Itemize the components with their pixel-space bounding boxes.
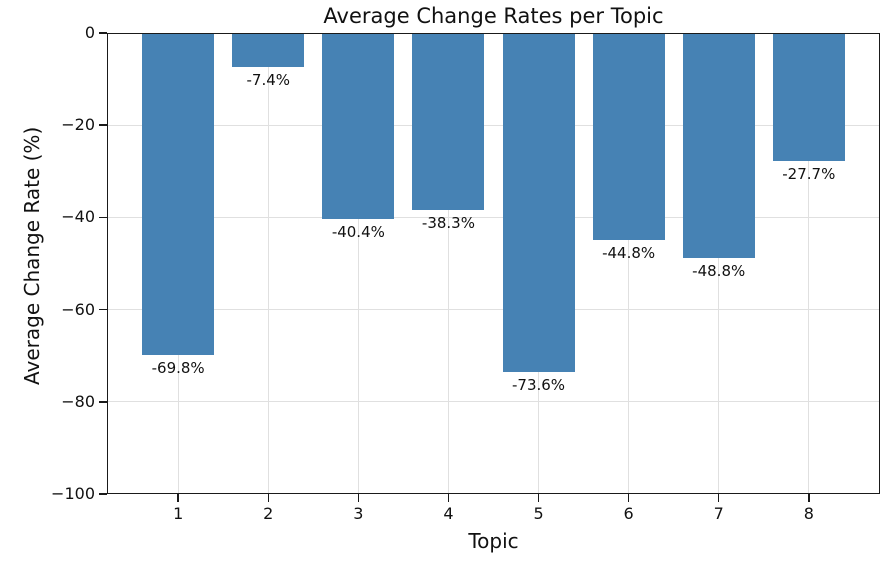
y-tick-label: 0 xyxy=(84,23,95,42)
bar xyxy=(142,33,215,355)
x-tick-label: 4 xyxy=(443,504,454,523)
y-tick-mark xyxy=(99,124,107,126)
grid-line-v xyxy=(628,33,630,494)
x-tick-mark xyxy=(357,494,360,502)
bar xyxy=(682,33,755,258)
x-tick-label: 8 xyxy=(803,504,814,523)
plot-border xyxy=(107,33,880,494)
chart-title: Average Change Rates per Topic xyxy=(323,4,664,28)
x-tick-mark xyxy=(627,494,630,502)
x-tick-mark xyxy=(447,494,450,502)
y-tick-label: −20 xyxy=(61,115,95,135)
bar-value-label: -27.7% xyxy=(782,164,836,183)
bar-value-label: -38.3% xyxy=(421,213,475,232)
y-tick-mark xyxy=(99,308,107,311)
bar-value-label: -7.4% xyxy=(246,71,291,90)
grid-line-v xyxy=(718,33,720,494)
bar xyxy=(502,33,575,373)
y-tick-label: −40 xyxy=(61,207,95,227)
bar-value-label: -69.8% xyxy=(151,358,205,377)
x-tick-label: 6 xyxy=(623,504,634,523)
x-tick-label: 5 xyxy=(533,504,544,523)
y-tick-mark xyxy=(99,401,107,403)
x-tick-mark xyxy=(177,494,179,502)
bar-value-label: -73.6% xyxy=(511,376,566,395)
x-axis-label: Topic xyxy=(468,529,519,553)
grid-line-h xyxy=(107,216,880,218)
y-tick-mark xyxy=(99,216,107,219)
grid-line-v xyxy=(357,33,359,494)
grid-line-v xyxy=(267,33,269,494)
grid-line-h xyxy=(107,124,880,126)
y-axis-label: Average Change Rate (%) xyxy=(20,126,44,385)
bar-value-label: -44.8% xyxy=(602,243,656,262)
x-tick-mark xyxy=(808,494,810,502)
grid-line-h xyxy=(107,309,880,311)
bar xyxy=(412,33,485,210)
y-tick-mark xyxy=(99,32,107,34)
bar xyxy=(322,33,395,220)
x-tick-mark xyxy=(717,494,720,502)
bar xyxy=(232,33,305,68)
x-tick-mark xyxy=(267,494,270,502)
x-tick-mark xyxy=(537,494,540,502)
y-tick-label: −100 xyxy=(51,484,95,503)
bar xyxy=(592,33,665,240)
x-tick-label: 1 xyxy=(173,504,184,523)
y-tick-mark xyxy=(99,493,107,495)
grid-line-v xyxy=(808,33,810,494)
bar-value-label: -40.4% xyxy=(331,223,385,242)
x-tick-label: 7 xyxy=(713,504,724,523)
grid-line-h xyxy=(107,401,880,403)
x-tick-label: 3 xyxy=(353,504,364,523)
x-tick-label: 2 xyxy=(263,504,274,523)
bar xyxy=(772,33,845,161)
y-tick-label: −80 xyxy=(61,391,95,411)
bar-value-label: -48.8% xyxy=(692,261,746,280)
y-tick-label: −60 xyxy=(61,299,95,319)
grid-line-v xyxy=(447,33,449,494)
